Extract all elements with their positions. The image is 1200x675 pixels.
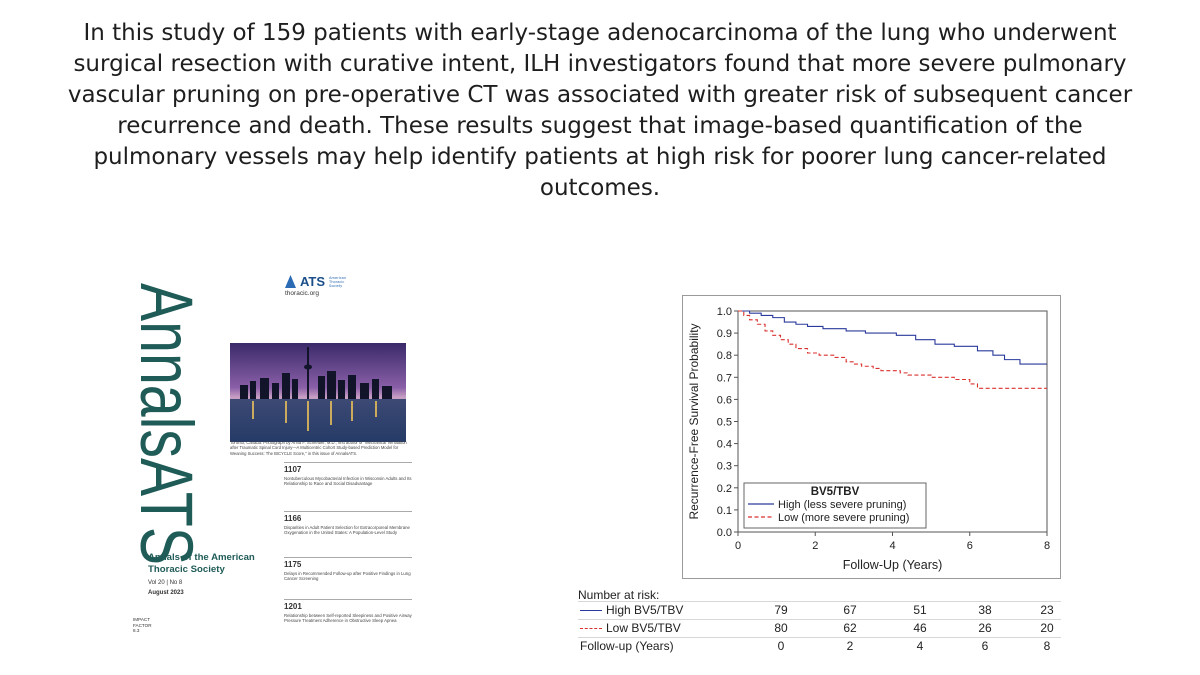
legend-entry: High (less severe pruning) (778, 499, 906, 511)
risk-cell: 26 (978, 621, 992, 635)
x-axis-label: Follow-Up (Years) (843, 558, 943, 572)
risk-row-low: Low BV5/TBV 80 62 46 26 20 (578, 619, 1061, 637)
toc-item: 1175 Delays in Recommended Follow-up aft… (284, 557, 412, 581)
toc-page: 1175 (284, 560, 302, 569)
risk-cell: 0 (777, 639, 785, 653)
summary-text: In this study of 159 patients with early… (67, 20, 1133, 201)
y-tick-label: 0.1 (717, 505, 732, 517)
y-tick-label: 0.9 (717, 328, 732, 340)
risk-row-high: High BV5/TBV 79 67 51 38 23 (578, 601, 1061, 619)
x-tick-label: 6 (967, 540, 973, 552)
risk-cell: 46 (913, 621, 927, 635)
y-tick-label: 0.4 (717, 439, 732, 451)
toc-item: 1166 Disparities in Adult Patient Select… (284, 511, 412, 535)
y-tick-label: 0.0 (717, 527, 732, 539)
toc-page: 1107 (284, 465, 302, 474)
y-tick-label: 0.8 (717, 350, 732, 362)
kaplan-meier-chart: 0.0 0.1 0.2 0.3 0.4 0.5 0.6 0.7 0.8 0.9 1.0 0 2 4 6 8 Fo… (682, 295, 1061, 579)
toc-item: 1107 Nontuberculous Mycobacterial Infect… (284, 462, 412, 486)
y-tick-label: 0.3 (717, 461, 732, 473)
risk-cell: 62 (843, 621, 857, 635)
cover-photo-toronto-skyline (230, 343, 406, 442)
x-tick-label: 0 (735, 540, 741, 552)
series-line-high (738, 310, 1047, 365)
legend-title: BV5/TBV (811, 486, 860, 498)
risk-table-title: Number at risk: (578, 588, 660, 602)
toc-title: Nontuberculous Mycobacterial Infection i… (284, 476, 412, 487)
risk-row-followup: Follow-up (Years) 0 2 4 6 8 (578, 637, 1061, 655)
risk-label: Follow-up (Years) (580, 639, 674, 653)
chart-svg: 0.0 0.1 0.2 0.3 0.4 0.5 0.6 0.7 0.8 0.9 1.0 0 2 4 6 8 Fo… (682, 295, 1061, 579)
risk-cell: 8 (1043, 639, 1051, 653)
toc-title: Disparities in Adult Patient Selection f… (284, 525, 410, 536)
cover-volume-issue: Vol 20 | No 8 (148, 580, 183, 586)
risk-cell: 79 (774, 603, 788, 617)
y-tick-label: 0.7 (717, 372, 732, 384)
cover-photo-caption: Toronto, Canada. Photograph by Anna F. S… (230, 440, 407, 456)
x-tick-label: 8 (1044, 540, 1050, 552)
impact-value: 8.3 (133, 628, 140, 634)
cover-date: August 2023 (148, 590, 184, 596)
cover-title-text: AnnalsATS (133, 283, 208, 565)
risk-cell: 67 (843, 603, 857, 617)
chart-frame (682, 295, 1061, 579)
risk-cell: 4 (916, 639, 924, 653)
risk-cell: 23 (1040, 603, 1054, 617)
risk-swatch-low (580, 627, 602, 629)
legend-entry: Low (more severe pruning) (778, 512, 909, 524)
toc-item: 1201 Relationship between Self-reported … (284, 599, 412, 623)
ats-logo: ATS American Thoracic Society (285, 274, 351, 289)
ats-logo-icon (285, 275, 296, 288)
impact-label: IMPACT FACTOR (133, 617, 152, 628)
risk-cell: 38 (978, 603, 992, 617)
series-line-low (738, 310, 1047, 389)
risk-label: Low BV5/TBV (606, 621, 681, 635)
x-tick-label: 2 (812, 540, 818, 552)
y-tick-label: 1.0 (717, 306, 732, 318)
cover-site: thoracic.org (285, 290, 319, 297)
y-tick-label: 0.2 (717, 483, 732, 495)
risk-swatch-high (580, 609, 602, 611)
journal-cover: AnnalsATS ATS American Thoracic Society … (125, 265, 429, 645)
cover-title: AnnalsATS (125, 283, 217, 568)
toc-title: Delays in Recommended Follow-up after Po… (284, 571, 411, 582)
risk-cell: 2 (846, 639, 854, 653)
cover-impact-factor: IMPACT FACTOR 8.3 (133, 617, 163, 634)
risk-cell: 80 (774, 621, 788, 635)
risk-cell: 51 (913, 603, 927, 617)
x-tick-label: 4 (889, 540, 895, 552)
toc-title: Relationship between Self-reported Sleep… (284, 613, 412, 624)
legend-box (743, 482, 927, 529)
risk-cell: 20 (1040, 621, 1054, 635)
y-tick-label: 0.6 (717, 394, 732, 406)
y-axis-label: Recurrence-Free Survival Probability (687, 323, 701, 519)
ats-logo-subtext: American Thoracic Society (329, 275, 347, 288)
cover-journal-name: Annals of the American Thoracic Society (148, 552, 255, 575)
y-tick-label: 0.5 (717, 417, 732, 429)
toc-page: 1166 (284, 514, 302, 523)
toc-page: 1201 (284, 602, 302, 611)
risk-label: High BV5/TBV (606, 603, 684, 617)
ats-logo-text: ATS (300, 274, 326, 289)
risk-cell: 6 (981, 639, 989, 653)
